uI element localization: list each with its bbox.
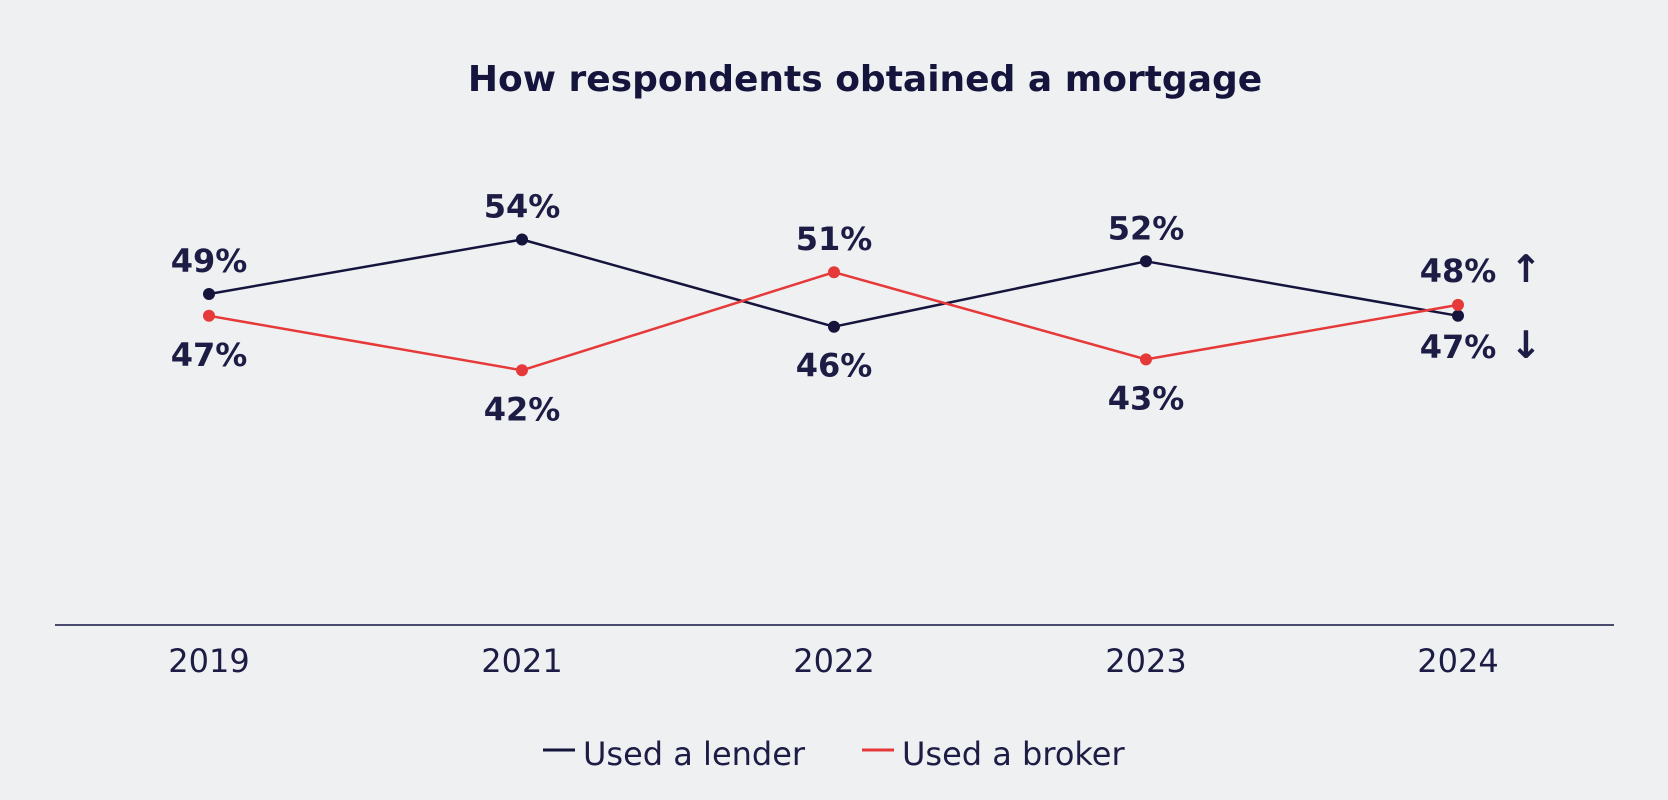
data-label-broker-2022: 51% (796, 220, 873, 258)
x-tick-2019: 2019 (168, 642, 249, 680)
data-label-broker-2023: 43% (1108, 379, 1185, 417)
data-label-lender-2022: 46% (796, 347, 873, 385)
data-point-broker-2019 (203, 309, 215, 322)
x-tick-2024: 2024 (1417, 642, 1498, 680)
data-label-broker-2019: 47% (171, 336, 248, 374)
trend-arrow-broker: ↑ (1510, 247, 1542, 291)
legend-label-lender: Used a lender (583, 735, 806, 773)
legend-label-broker: Used a broker (902, 735, 1125, 773)
data-point-broker-2023 (1140, 353, 1152, 366)
data-label-lender-2024: 47% (1420, 328, 1497, 366)
data-point-lender-2024 (1452, 309, 1464, 322)
data-label-lender-2023: 52% (1108, 209, 1185, 247)
chart-title: How respondents obtained a mortgage (468, 59, 1262, 100)
data-label-layer: 49% 47% 54% 42% 51% 46% 52% 43% 48% ↑ 47% ↓ (171, 188, 1542, 429)
data-point-lender-2021 (516, 233, 528, 246)
series-layer (203, 233, 1464, 377)
data-point-lender-2023 (1140, 255, 1152, 268)
data-label-lender-2021: 54% (484, 188, 561, 226)
data-label-lender-2019: 49% (171, 242, 248, 280)
data-point-broker-2022 (828, 266, 840, 279)
x-tick-layer: 2019 2021 2022 2023 2024 (168, 642, 1498, 680)
data-label-broker-2021: 42% (484, 390, 561, 428)
x-tick-2023: 2023 (1105, 642, 1186, 680)
data-point-lender-2022 (828, 320, 840, 333)
x-tick-2021: 2021 (481, 642, 562, 680)
trend-arrow-lender: ↓ (1510, 323, 1542, 367)
data-point-lender-2019 (203, 288, 215, 300)
x-tick-2022: 2022 (793, 642, 874, 680)
data-point-broker-2024 (1452, 298, 1464, 311)
data-label-broker-2024: 48% (1420, 252, 1497, 290)
data-point-broker-2021 (516, 364, 528, 377)
legend: Used a lender Used a broker (543, 735, 1125, 773)
